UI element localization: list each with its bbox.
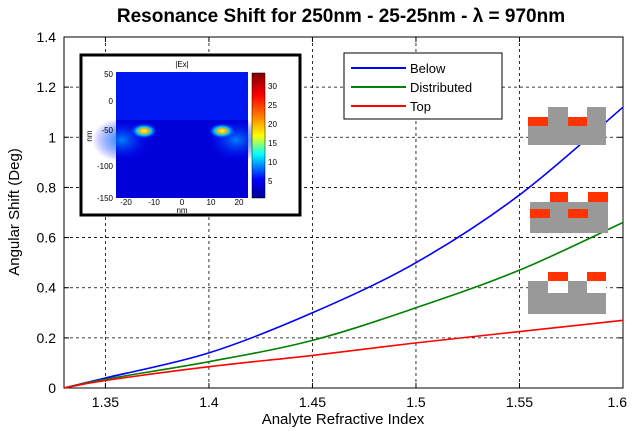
y-tick-label: 0 [48,380,56,396]
chart-title: Resonance Shift for 250nm - 25-25nm - λ … [117,6,565,27]
inset-ytick: -50 [101,126,113,135]
series-line-top [63,319,624,389]
structure-icon-distributed [530,192,608,233]
inset-colorbar-tick: 30 [268,82,277,91]
x-tick-label: 1.35 [92,394,119,410]
legend: Below Distributed Top [343,52,503,120]
inset-ytick: 50 [104,70,113,79]
structure-gap [568,107,587,117]
series-lines [63,106,624,389]
y-tick-label: 0.8 [37,179,57,195]
y-tick-label: 1 [48,129,56,145]
y-tick-label: 1.2 [37,79,57,95]
inset-field-upper-region [116,72,248,120]
structure-gap [528,107,548,117]
inset-xtick: 10 [207,198,216,207]
inset-field-map: |Ex| 30 25 20 15 10 5 50 0 -50 -100 -150… [79,53,302,217]
y-tick-label: 0.6 [37,230,57,246]
structure-icon-below [528,107,606,145]
x-tick-labels: 1.35 1.4 1.45 1.5 1.55 1.6 [92,394,627,410]
y-tick-label: 0.4 [37,280,57,296]
inset-title: |Ex| [175,60,189,69]
inset-colorbar-tick: 15 [268,139,277,148]
x-tick-label: 1.5 [406,394,426,410]
structure-metal [548,272,568,281]
inset-ytick: -100 [97,162,114,171]
x-tick-label: 1.55 [506,394,533,410]
legend-label-below: Below [410,61,446,76]
series-line-below [63,106,624,389]
inset-ytick: 0 [109,97,114,106]
inset-colorbar-tick: 5 [268,177,273,186]
inset-ytick: -150 [97,194,114,203]
structure-metal [587,272,606,281]
y-tick-label: 1.4 [37,29,57,45]
inset-x-axis-label: nm [176,206,187,215]
structure-icon-top [528,272,606,314]
series-line-distributed [63,221,624,389]
inset-colorbar [251,72,266,199]
x-tick-label: 1.4 [199,394,219,410]
structure-gap [548,281,568,293]
legend-label-distributed: Distributed [410,80,472,95]
structure-metal [550,192,568,202]
plot-area-frame [63,36,624,389]
inset-xtick: -20 [120,198,132,207]
y-axis-label: Angular Shift (Deg) [6,148,23,276]
legend-label-top: Top [410,99,431,114]
structure-metal [588,192,608,202]
inset-colorbar-tick: 25 [268,101,277,110]
inset-y-axis-label: nm [85,130,94,141]
inset-hotspot-right [208,123,236,139]
inset-xtick: 0 [180,198,185,207]
x-tick-label: 1.6 [608,394,628,410]
x-tick-label: 1.45 [299,394,326,410]
inset-colorbar-tick: 20 [268,120,277,129]
structure-metal [568,209,588,218]
structure-gap [587,281,606,293]
structure-metal [568,117,587,126]
structure-metal [530,209,550,218]
axis-ticks [64,36,624,389]
inset-xtick: -10 [148,198,160,207]
y-tick-labels: 0 0.2 0.4 0.6 0.8 1 1.2 1.4 [37,29,57,396]
structure-pillar [568,281,587,293]
inset-hotspot-left [130,123,158,139]
structure-gap [530,192,608,202]
structure-pillar [528,281,548,293]
structure-metal [528,117,548,126]
y-tick-label: 0.2 [37,330,57,346]
inset-colorbar-tick: 10 [268,158,277,167]
x-axis-label: Analyte Refractive Index [262,411,425,428]
inset-xtick: 20 [235,198,244,207]
